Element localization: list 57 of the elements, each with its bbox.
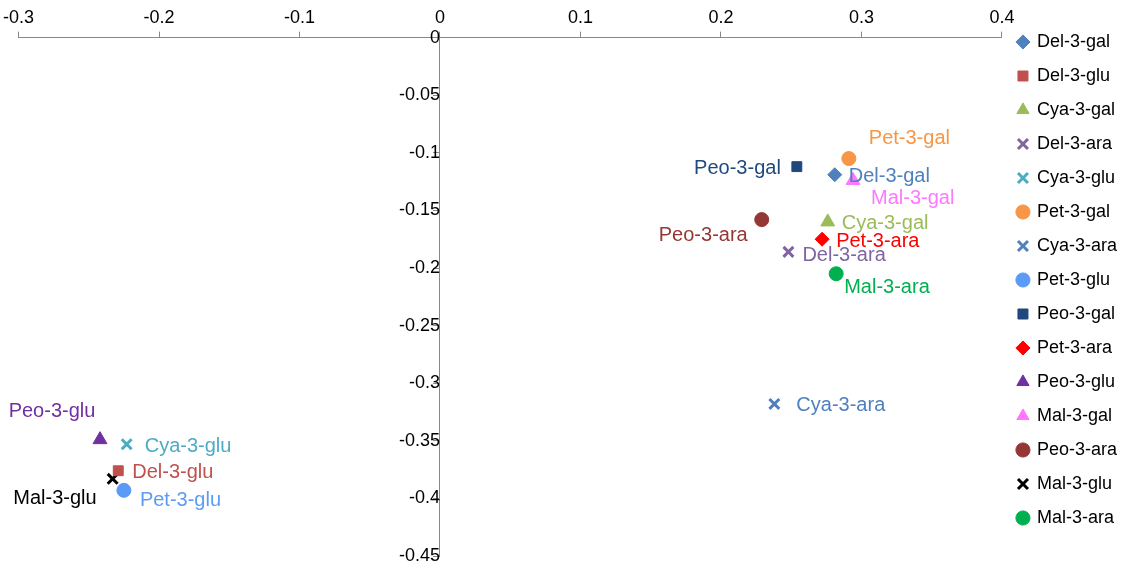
point — [754, 212, 770, 228]
annotation: Peo-3-ara — [658, 223, 749, 246]
legend-label: Pet-3-gal — [1036, 200, 1110, 221]
legend-label: Mal-3-ara — [1036, 506, 1115, 527]
point — [106, 472, 120, 486]
point — [781, 245, 795, 259]
annotation: Cya-3-ara — [796, 393, 887, 416]
point — [120, 437, 134, 451]
x-tick-label: -0.2 — [143, 6, 175, 27]
point — [791, 161, 803, 173]
annotation: Del-3-glu — [132, 460, 214, 483]
annotation: Pet-3-glu — [139, 487, 222, 510]
point — [827, 167, 843, 183]
point — [767, 397, 781, 411]
point — [814, 231, 830, 247]
x-tick-label: 0.3 — [848, 6, 874, 27]
point — [841, 151, 857, 167]
annotation: Pet-3-gal — [868, 126, 950, 149]
y-tick-label: -0.25 — [398, 314, 440, 335]
legend-label: Del-3-gal — [1036, 30, 1110, 51]
x-tick-label: 0.1 — [567, 6, 593, 27]
y-tick-label: -0.35 — [398, 429, 440, 450]
annotation: Peo-3-glu — [8, 399, 96, 422]
x-tick-label: -0.1 — [283, 6, 316, 27]
y-tick-label: -0.3 — [408, 372, 440, 393]
annotation: Mal-3-ara — [844, 275, 931, 298]
annotation: Cya-3-glu — [144, 433, 232, 456]
y-tick-label: -0.45 — [398, 544, 440, 565]
legend-label: Pet-3-ara — [1036, 336, 1113, 357]
legend-label: Peo-3-gal — [1036, 302, 1115, 323]
y-tick-label: 0 — [429, 26, 440, 47]
legend-label: Pet-3-glu — [1036, 268, 1110, 289]
annotation: Peo-3-gal — [694, 156, 781, 179]
y-tick-label: -0.2 — [408, 256, 440, 277]
legend-label: Peo-3-glu — [1036, 370, 1115, 391]
annotation: Del-3-gal — [848, 164, 930, 187]
y-tick-label: -0.15 — [398, 199, 440, 220]
annotation: Mal-3-gal — [871, 185, 955, 208]
point — [112, 465, 124, 477]
legend-label: Mal-3-gal — [1036, 404, 1112, 425]
legend-label: Cya-3-glu — [1036, 166, 1115, 187]
legend-label: Cya-3-ara — [1036, 234, 1118, 255]
y-tick-label: -0.1 — [408, 141, 440, 162]
x-tick-label: 0.2 — [708, 6, 734, 27]
legend-label: Peo-3-ara — [1036, 438, 1118, 459]
x-tick-label: -0.3 — [2, 6, 35, 27]
legend-label: Mal-3-glu — [1036, 472, 1112, 493]
legend-label: Cya-3-gal — [1036, 98, 1115, 119]
annotation: Mal-3-glu — [13, 486, 97, 509]
legend-label: Del-3-ara — [1036, 132, 1113, 153]
point — [92, 431, 108, 445]
x-tick-label: 0.4 — [989, 6, 1015, 27]
y-tick-label: -0.4 — [408, 487, 440, 508]
legend-label: Del-3-glu — [1036, 64, 1110, 85]
y-tick-label: -0.05 — [398, 84, 440, 105]
point — [116, 482, 132, 498]
point — [828, 266, 844, 282]
